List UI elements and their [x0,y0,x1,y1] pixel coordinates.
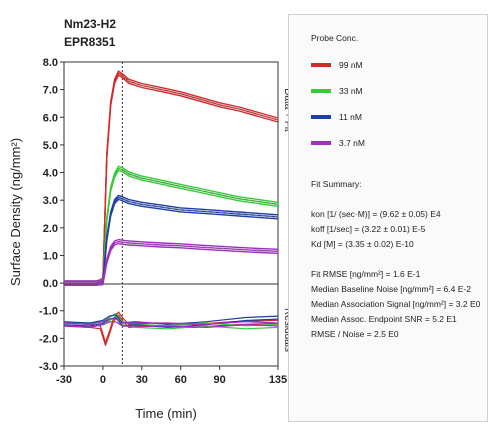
x-tick-label: 60 [175,374,187,386]
x-tick-label: 30 [136,374,148,386]
legend-label-33nm: 33 nM [339,86,363,96]
y-tick-label: -2.0 [39,333,58,345]
data-line-11-nm [64,198,279,286]
fit-stat-association-signal: Median Association Signal [ng/mm²] = 3.2… [311,299,481,309]
x-tick-label: 90 [214,374,226,386]
residual-line-3-7-nm [63,321,279,328]
y-tick-label: 8.0 [43,57,58,69]
fit-summary-heading: Fit Summary: [311,179,362,189]
fit-param-kon: kon [1/ (sec·M)] = (9.62 ± 0.05) E4 [311,209,441,219]
data-line-3-7-nm [64,242,279,286]
plot-frame [63,61,279,367]
legend-swatch-33nm [311,89,331,93]
x-tick-label: 135 [269,374,287,386]
fit-stat-baseline-noise: Median Baseline Noise [ng/mm²] = 6.4 E-2 [311,284,471,294]
residual-line-3-7-nm [63,318,279,325]
legend-title: Probe Conc. [311,33,359,43]
fit-param-koff: koff [1/sec] = (3.22 ± 0.01) E-5 [311,224,426,234]
y-axis-label: Surface Density (ng/mm²) [8,138,23,286]
fit-line-99-nm [122,75,279,121]
info-panel: Probe Conc. 99 nM 33 nM 11 nM 3.7 nM Fit… [288,14,488,422]
x-axis-label: Time (min) [135,406,197,421]
legend-label-3-7nm: 3.7 nM [339,138,365,148]
fit-stat-rmse-noise: RMSE / Noise = 2.5 E0 [311,329,399,339]
legend-swatch-3-7nm [311,141,331,145]
legend-label-99nm: 99 nM [339,60,363,70]
legend-swatch-11nm [311,115,331,119]
chart-title: Nm23-H2 [64,17,116,31]
y-tick-label: 2.0 [43,223,58,235]
fit-line-33-nm [122,169,279,205]
data-line-99-nm [64,74,279,286]
y-tick-label: 3.0 [43,195,58,207]
panel-label-data-fit: Data + Fit [282,88,293,132]
fit-stat-endpoint-snr: Median Assoc. Endpoint SNR = 5.2 E1 [311,314,457,324]
residual-line-99-nm [63,314,279,346]
y-tick-label: 5.0 [43,140,58,152]
data-line-33-nm [64,169,279,286]
fit-param-kd: Kd [M] = (3.35 ± 0.02) E-10 [311,239,414,249]
y-tick-label: 0.0 [43,278,58,290]
plot-area: 8.0 7.0 6.0 5.0 4.0 3.0 2.0 1.0 0.0 -1.0 -2.0 -3.0-… [39,57,287,386]
y-tick-label: 7.0 [43,85,58,97]
y-tick-label: 1.0 [43,250,58,262]
fit-stat-rmse: Fit RMSE [ng/mm²] = 1.6 E-1 [311,269,421,279]
x-tick-label: 0 [100,374,106,386]
y-tick-label: 4.0 [43,168,58,180]
legend-swatch-99nm [311,63,331,67]
fit-line-3-7-nm [122,241,279,252]
x-tick-label: -30 [56,374,72,386]
y-tick-label: -1.0 [39,306,58,318]
legend-label-11nm: 11 nM [339,112,362,122]
y-tick-label: -3.0 [39,361,58,373]
y-tick-label: 6.0 [43,112,58,124]
fit-line-11-nm [122,198,279,218]
chart-subtitle: EPR8351 [64,35,116,49]
panel-label-residuals: Residuals [282,308,293,352]
